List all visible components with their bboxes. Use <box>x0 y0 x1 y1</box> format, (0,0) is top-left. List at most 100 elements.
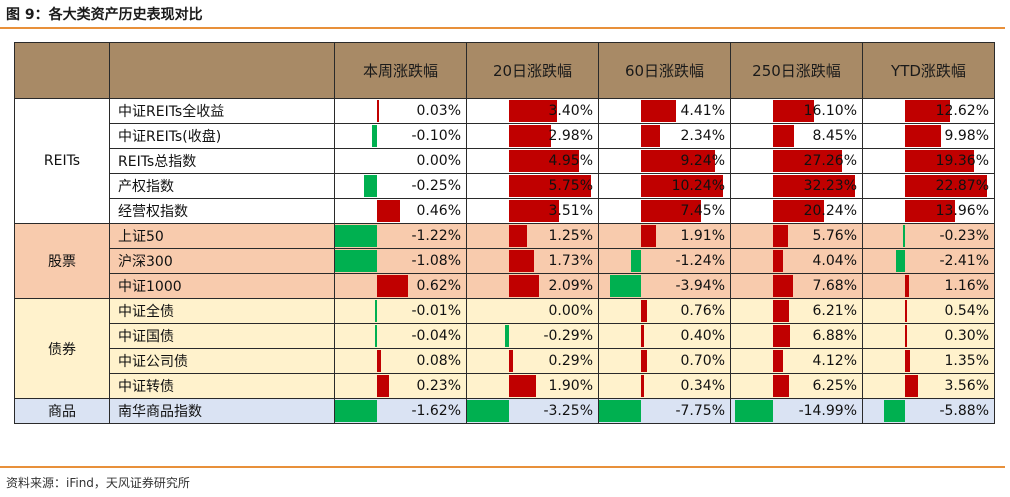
value-cell: 2.09% <box>466 273 599 299</box>
table-row: REITs总指数 0.00% 4.95% 9.24% 27.26% 19.36% <box>14 148 995 174</box>
value-text: 32.23% <box>803 178 857 194</box>
value-text: 5.76% <box>812 228 857 244</box>
value-text: 0.70% <box>680 353 725 369</box>
positive-bar <box>509 175 591 197</box>
value-text: 2.98% <box>548 128 593 144</box>
value-cell: 0.54% <box>862 298 995 324</box>
value-text: 0.34% <box>680 378 725 394</box>
positive-bar <box>773 100 814 122</box>
value-text: 6.21% <box>812 303 857 319</box>
negative-bar <box>375 300 377 322</box>
value-cell: 2.34% <box>598 123 731 149</box>
index-name: 中证REITs(收盘) <box>109 123 335 149</box>
value-cell: -3.25% <box>466 398 599 424</box>
category-cell: REITs <box>14 98 110 224</box>
value-cell: 6.88% <box>730 323 863 349</box>
positive-bar <box>509 125 551 147</box>
value-text: 6.25% <box>812 378 857 394</box>
value-text: 4.95% <box>548 153 593 169</box>
value-text: 0.08% <box>416 353 461 369</box>
table-row: 中证公司债 0.08% 0.29% 0.70% 4.12% 1.35% <box>14 348 995 374</box>
value-text: -0.23% <box>939 228 989 244</box>
index-name: 中证国债 <box>109 323 335 349</box>
value-cell: 0.34% <box>598 373 731 399</box>
value-cell: 3.51% <box>466 198 599 224</box>
value-text: 13.96% <box>935 203 989 219</box>
value-cell: 13.96% <box>862 198 995 224</box>
positive-bar <box>773 325 790 347</box>
value-text: 0.23% <box>416 378 461 394</box>
value-text: -0.01% <box>411 303 461 319</box>
value-cell: 0.30% <box>862 323 995 349</box>
value-text: 1.16% <box>944 278 989 294</box>
value-cell: 22.87% <box>862 173 995 199</box>
index-name: 中证公司债 <box>109 348 335 374</box>
table-row: 经营权指数 0.46% 3.51% 7.45% 20.24% 13.96% <box>14 198 995 224</box>
value-cell: 4.41% <box>598 98 731 124</box>
value-cell: 5.75% <box>466 173 599 199</box>
positive-bar <box>905 125 941 147</box>
positive-bar <box>377 350 381 372</box>
value-cell: -0.01% <box>334 298 467 324</box>
header-20d-change: 20日涨跌幅 <box>466 42 599 99</box>
value-cell: 8.45% <box>730 123 863 149</box>
category-cell: 商品 <box>14 398 110 424</box>
index-name: 沪深300 <box>109 248 335 274</box>
value-cell: 10.24% <box>598 173 731 199</box>
positive-bar <box>377 375 389 397</box>
value-text: -0.29% <box>543 328 593 344</box>
value-cell: 0.29% <box>466 348 599 374</box>
table-row: 债券 中证全债 -0.01% 0.00% 0.76% 6.21% 0.54% <box>14 298 995 399</box>
value-text: 4.12% <box>812 353 857 369</box>
positive-bar <box>773 125 794 147</box>
value-text: 3.56% <box>944 378 989 394</box>
value-cell: 12.62% <box>862 98 995 124</box>
negative-bar <box>364 175 377 197</box>
negative-bar <box>467 400 509 422</box>
value-text: 9.24% <box>680 153 725 169</box>
value-text: -1.62% <box>411 403 461 419</box>
value-text: 0.46% <box>416 203 461 219</box>
value-cell: 3.40% <box>466 98 599 124</box>
value-cell: -0.29% <box>466 323 599 349</box>
value-cell: 0.23% <box>334 373 467 399</box>
value-text: 16.10% <box>803 103 857 119</box>
positive-bar <box>377 100 379 122</box>
index-name: 南华商品指数 <box>109 398 335 424</box>
positive-bar <box>905 150 974 172</box>
positive-bar <box>773 200 824 222</box>
negative-bar <box>335 250 377 272</box>
value-text: -3.25% <box>543 403 593 419</box>
value-text: -0.10% <box>411 128 461 144</box>
value-text: 3.51% <box>548 203 593 219</box>
value-cell: -1.08% <box>334 248 467 274</box>
negative-bar <box>735 400 773 422</box>
index-name: REITs总指数 <box>109 148 335 174</box>
header-60d-change: 60日涨跌幅 <box>598 42 731 99</box>
value-text: 4.04% <box>812 253 857 269</box>
value-text: 27.26% <box>803 153 857 169</box>
value-text: 3.40% <box>548 103 593 119</box>
header-250d-change: 250日涨跌幅 <box>730 42 863 99</box>
positive-bar <box>905 100 950 122</box>
positive-bar <box>641 200 701 222</box>
value-cell: 2.98% <box>466 123 599 149</box>
header-week-change: 本周涨跌幅 <box>334 42 467 99</box>
value-cell: -2.41% <box>862 248 995 274</box>
index-name: 中证转债 <box>109 373 335 399</box>
header-category <box>14 42 110 99</box>
value-cell: 0.62% <box>334 273 467 299</box>
value-text: 0.40% <box>680 328 725 344</box>
positive-bar <box>509 100 557 122</box>
value-cell: -7.75% <box>598 398 731 424</box>
index-name: 上证50 <box>109 223 335 249</box>
positive-bar <box>641 125 660 147</box>
value-cell: 3.56% <box>862 373 995 399</box>
value-cell: 0.00% <box>334 148 467 174</box>
value-text: -0.04% <box>411 328 461 344</box>
value-text: -1.22% <box>411 228 461 244</box>
positive-bar <box>509 350 513 372</box>
negative-bar <box>903 225 905 247</box>
negative-bar <box>896 250 905 272</box>
value-text: -5.88% <box>939 403 989 419</box>
